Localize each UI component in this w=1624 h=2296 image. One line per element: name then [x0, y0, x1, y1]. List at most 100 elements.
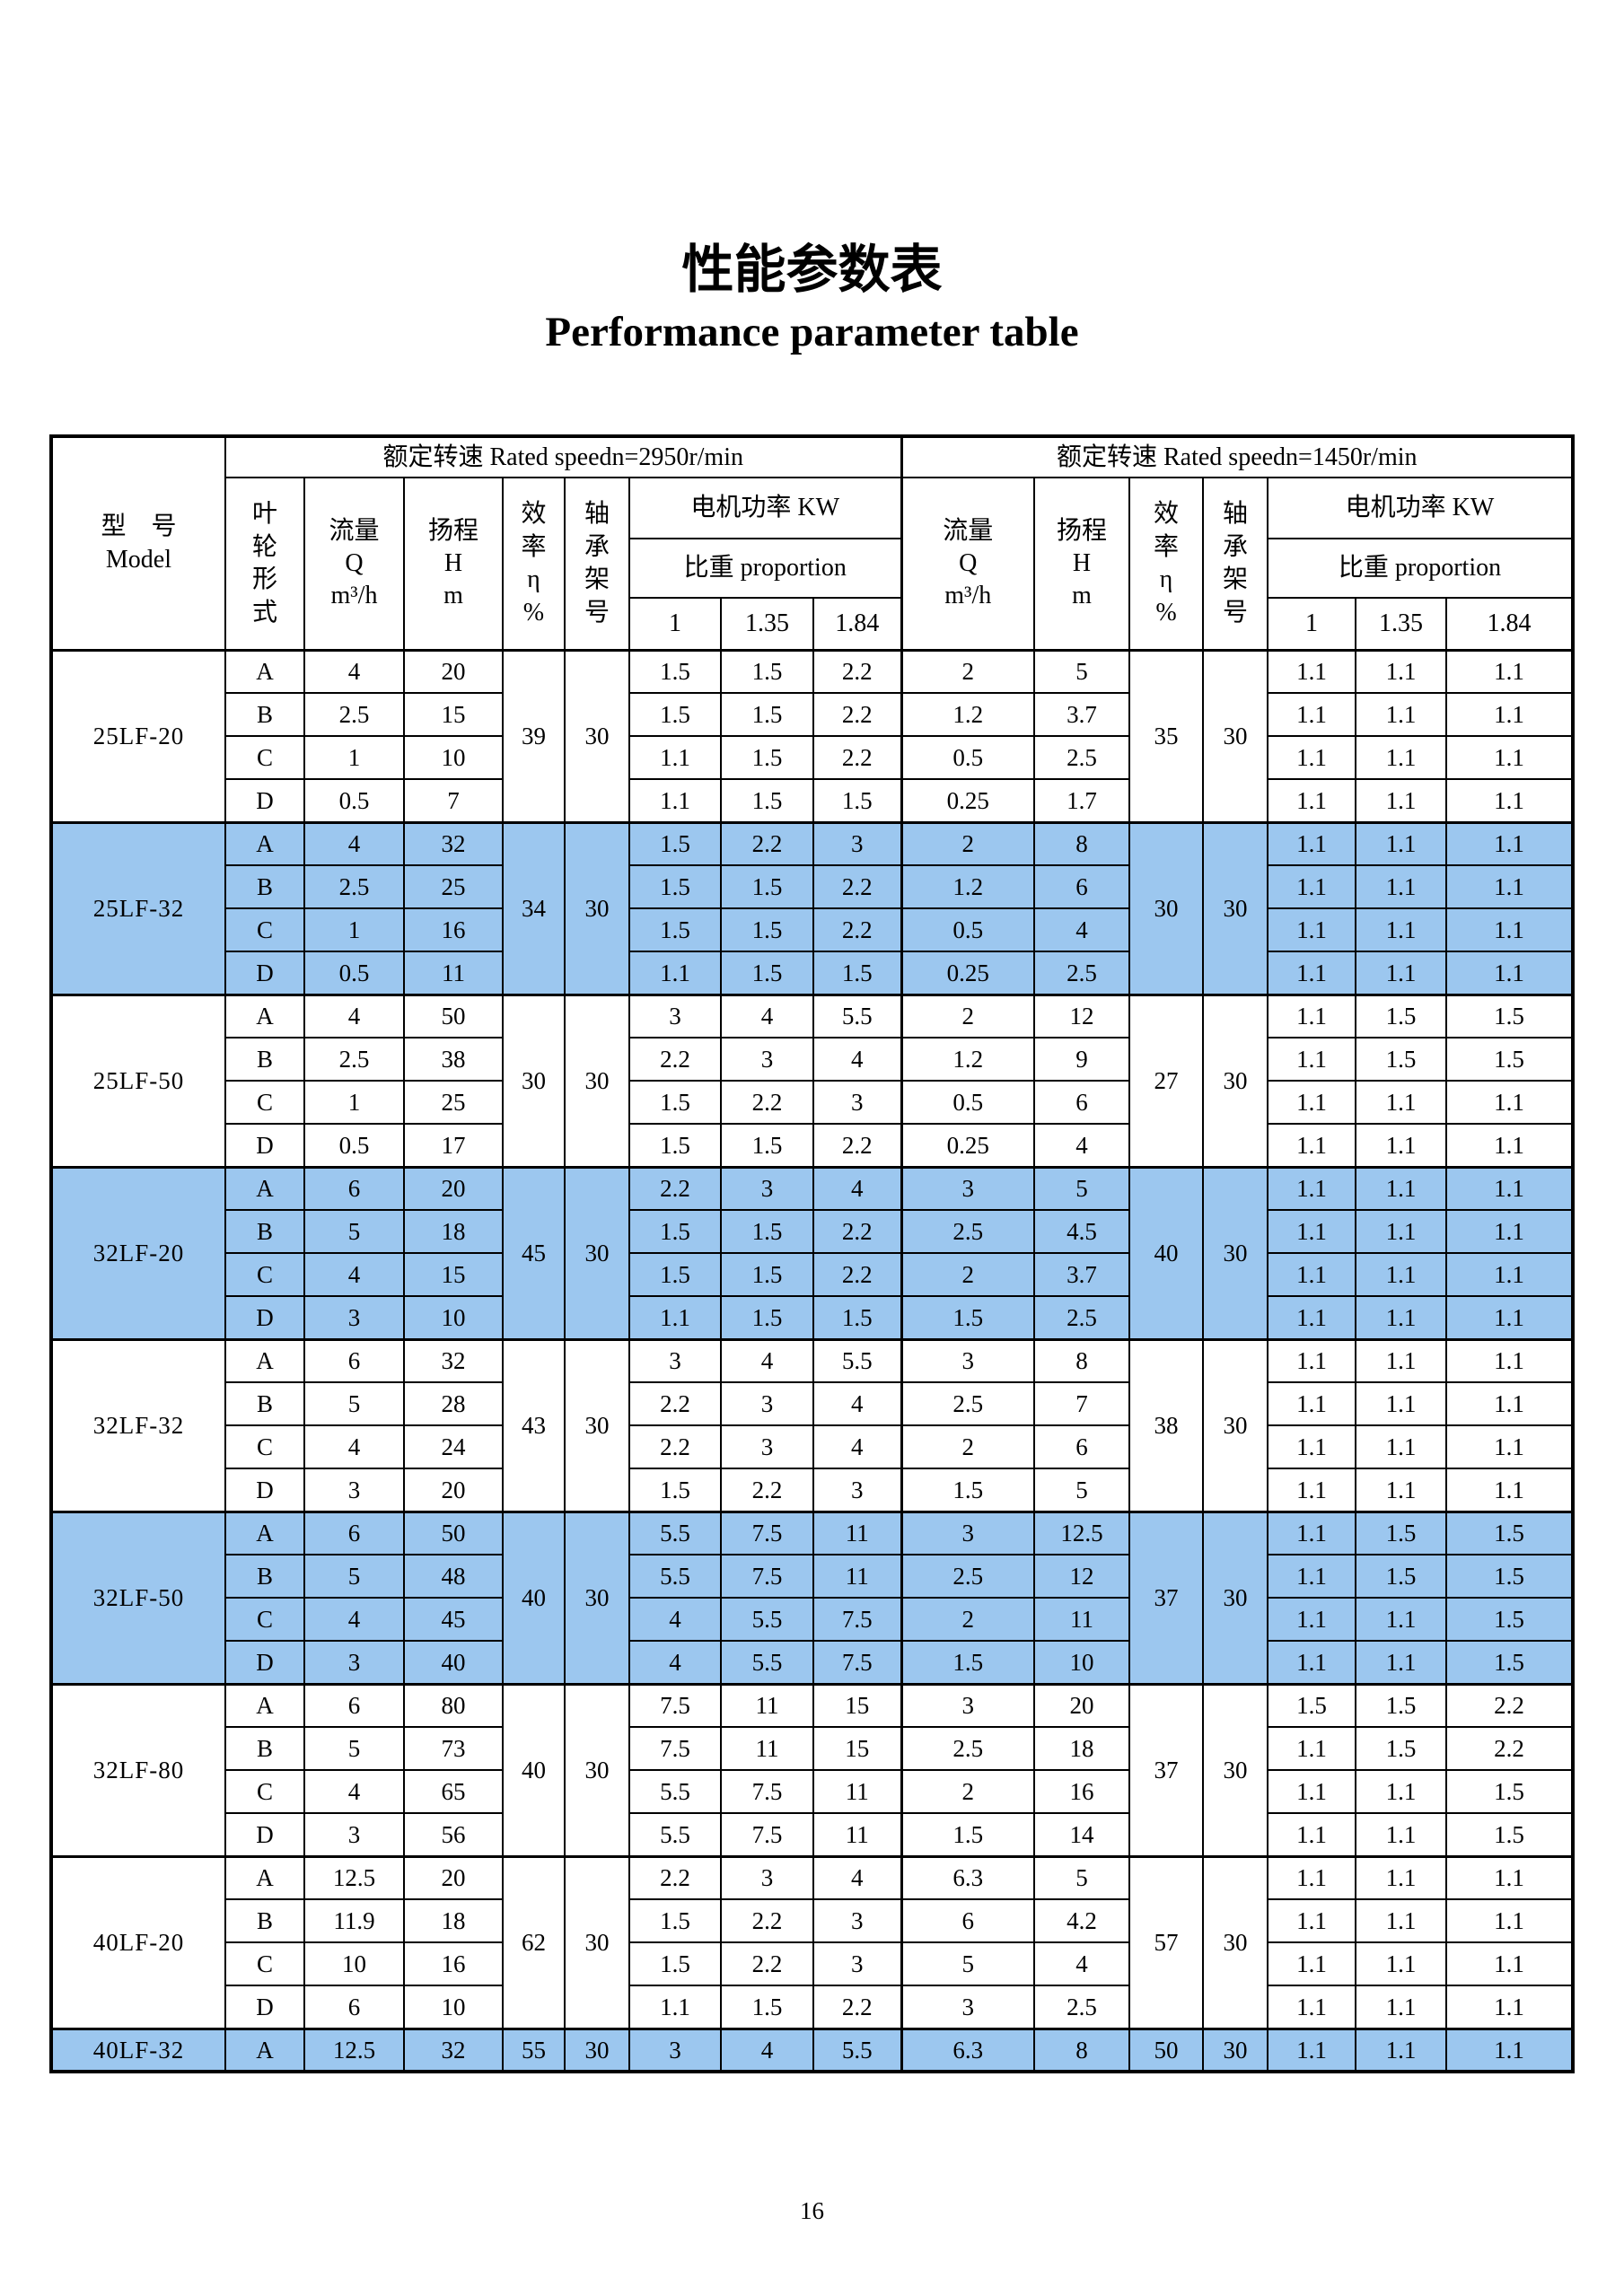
cell-power-1450-1.35: 1.1	[1355, 1424, 1447, 1470]
cell-model: 25LF-32	[49, 820, 226, 996]
cell-bearing-2950: 30	[563, 2027, 630, 2073]
cell-efficiency-2950: 39	[501, 648, 566, 824]
cell-power-1450-1.35: 1.1	[1355, 735, 1447, 781]
cell-flow-2950: 1	[303, 907, 405, 953]
col-header-head-2950: 扬程 H m	[402, 477, 504, 652]
cell-bearing-2950: 30	[563, 820, 630, 996]
col-header-proportion-2950: 比重 proportion	[628, 538, 903, 600]
cell-power-1450-1.84: 1.1	[1444, 1381, 1575, 1427]
cell-impeller: C	[224, 735, 305, 781]
cell-power-2950-1: 1.5	[628, 1209, 722, 1255]
col-header-proportion-1450: 比重 proportion	[1266, 538, 1575, 600]
cell-head-2950: 56	[402, 1812, 504, 1858]
cell-flow-1450: 2.5	[900, 1726, 1035, 1772]
cell-head-2950: 20	[402, 1165, 504, 1212]
cell-flow-2950: 4	[303, 1597, 405, 1643]
table-row: 32LF-32 A 6 32 43 30 3 4 5.5 3 8 38 30 1.1 1.1 1.1	[49, 1337, 1575, 1513]
cell-head-1450: 3.7	[1033, 692, 1130, 738]
table-row: B 5 48 5.5 7.5 11 2.5 12 1.1 1.5 1.5	[51, 1554, 1575, 1599]
cell-power-1450-1.84: 1.5	[1444, 1769, 1575, 1815]
table-row: C 4 65 5.5 7.5 11 2 16 1.1 1.1 1.5	[51, 1769, 1575, 1815]
cell-power-1450-1.35: 1.1	[1355, 1252, 1447, 1298]
cell-head-2950: 10	[402, 1985, 504, 2030]
cell-bearing-1450: 30	[1202, 1854, 1268, 2030]
cell-flow-1450: 2	[900, 1424, 1035, 1470]
cell-flow-1450: 3	[900, 1165, 1035, 1212]
cell-power-2950-1.84: 2.2	[812, 692, 903, 738]
cell-head-1450: 8	[1033, 2027, 1130, 2073]
cell-impeller: C	[224, 1080, 305, 1126]
table-row: C 1 25 1.5 2.2 3 0.5 6 1.1 1.1 1.1	[51, 1080, 1575, 1126]
cell-power-2950-1: 1.5	[628, 864, 722, 910]
cell-flow-2950: 6	[303, 1337, 405, 1384]
cell-power-1450-1: 1.1	[1267, 1468, 1356, 1513]
cell-power-1450-1.84: 1.5	[1444, 993, 1575, 1039]
cell-flow-1450: 0.5	[900, 1080, 1035, 1126]
cell-power-2950-1.84: 11	[812, 1812, 903, 1858]
col-header-ratio-1-1450: 1	[1267, 597, 1356, 652]
cell-efficiency-1450: 37	[1128, 1510, 1204, 1686]
col-header-power-1450: 电机功率 KW	[1266, 477, 1575, 540]
cell-flow-1450: 1.2	[900, 1037, 1035, 1082]
cell-head-2950: 15	[402, 1252, 504, 1298]
cell-power-2950-1: 1.5	[628, 1468, 722, 1513]
cell-power-1450-1.84: 1.1	[1444, 692, 1575, 738]
cell-head-1450: 2.5	[1033, 951, 1130, 996]
cell-flow-1450: 3	[900, 1985, 1035, 2030]
col-header-ratio-184-2950: 1.84	[812, 597, 903, 652]
table-row: C 1 10 1.1 1.5 2.2 0.5 2.5 1.1 1.1 1.1	[51, 735, 1575, 781]
cell-flow-1450: 0.25	[900, 778, 1035, 824]
cell-power-2950-1.84: 2.2	[812, 648, 903, 695]
cell-power-2950-1.84: 11	[812, 1510, 903, 1556]
cell-flow-2950: 2.5	[303, 864, 405, 910]
group-header-2950: 额定转速 Rated speedn=2950r/min	[224, 435, 903, 479]
cell-flow-2950: 2.5	[303, 692, 405, 738]
cell-impeller: A	[224, 993, 305, 1039]
cell-power-1450-1.35: 1.1	[1355, 1468, 1447, 1513]
cell-power-2950-1.84: 1.5	[812, 778, 903, 824]
cell-flow-1450: 2	[900, 1769, 1035, 1815]
cell-power-2950-1.84: 2.2	[812, 1209, 903, 1255]
cell-power-2950-1.84: 7.5	[812, 1597, 903, 1643]
cell-head-2950: 32	[402, 2027, 504, 2073]
cell-flow-2950: 6	[303, 1682, 405, 1729]
cell-head-1450: 4	[1033, 1941, 1130, 1987]
cell-head-1450: 20	[1033, 1682, 1130, 1729]
cell-bearing-1450: 30	[1202, 1337, 1268, 1513]
cell-power-2950-1: 7.5	[628, 1726, 722, 1772]
cell-power-1450-1.35: 1.5	[1355, 1554, 1447, 1599]
cell-flow-1450: 1.2	[900, 864, 1035, 910]
cell-flow-1450: 1.5	[900, 1812, 1035, 1858]
cell-efficiency-1450: 37	[1128, 1682, 1204, 1858]
cell-flow-2950: 0.5	[303, 951, 405, 996]
cell-head-2950: 40	[402, 1640, 504, 1686]
table-row: 25LF-32 A 4 32 34 30 1.5 2.2 3 2 8 30 30 1.1 1.1 1.1	[49, 820, 1575, 996]
cell-power-2950-1.35: 3	[719, 1381, 814, 1427]
cell-power-1450-1.84: 1.1	[1444, 1252, 1575, 1298]
cell-flow-1450: 1.5	[900, 1468, 1035, 1513]
cell-power-1450-1: 1.1	[1267, 1165, 1356, 1212]
cell-power-1450-1.35: 1.1	[1355, 864, 1447, 910]
cell-power-2950-1.35: 4	[719, 993, 814, 1039]
col-header-impeller: 叶 轮 形 式	[224, 477, 305, 652]
cell-power-2950-1.35: 3	[719, 1424, 814, 1470]
cell-power-2950-1.35: 1.5	[719, 1123, 814, 1169]
cell-power-1450-1.84: 1.1	[1444, 735, 1575, 781]
cell-head-2950: 20	[402, 1468, 504, 1513]
cell-power-2950-1.35: 1.5	[719, 1209, 814, 1255]
cell-flow-2950: 4	[303, 993, 405, 1039]
cell-efficiency-1450: 27	[1128, 993, 1204, 1169]
cell-head-1450: 4	[1033, 907, 1130, 953]
cell-power-1450-1: 1.1	[1267, 1337, 1356, 1384]
page-title-zh: 性能参数表	[681, 241, 943, 299]
cell-power-2950-1.84: 2.2	[812, 1252, 903, 1298]
cell-impeller: A	[224, 1510, 305, 1556]
cell-power-2950-1: 4	[628, 1640, 722, 1686]
cell-impeller: A	[224, 2027, 305, 2073]
cell-flow-1450: 0.5	[900, 735, 1035, 781]
table-row: C 1 16 1.5 1.5 2.2 0.5 4 1.1 1.1 1.1	[51, 907, 1575, 953]
cell-head-1450: 5	[1033, 648, 1130, 695]
cell-power-1450-1.84: 2.2	[1444, 1726, 1575, 1772]
cell-power-2950-1.35: 4	[719, 2027, 814, 2073]
cell-impeller: C	[224, 1424, 305, 1470]
